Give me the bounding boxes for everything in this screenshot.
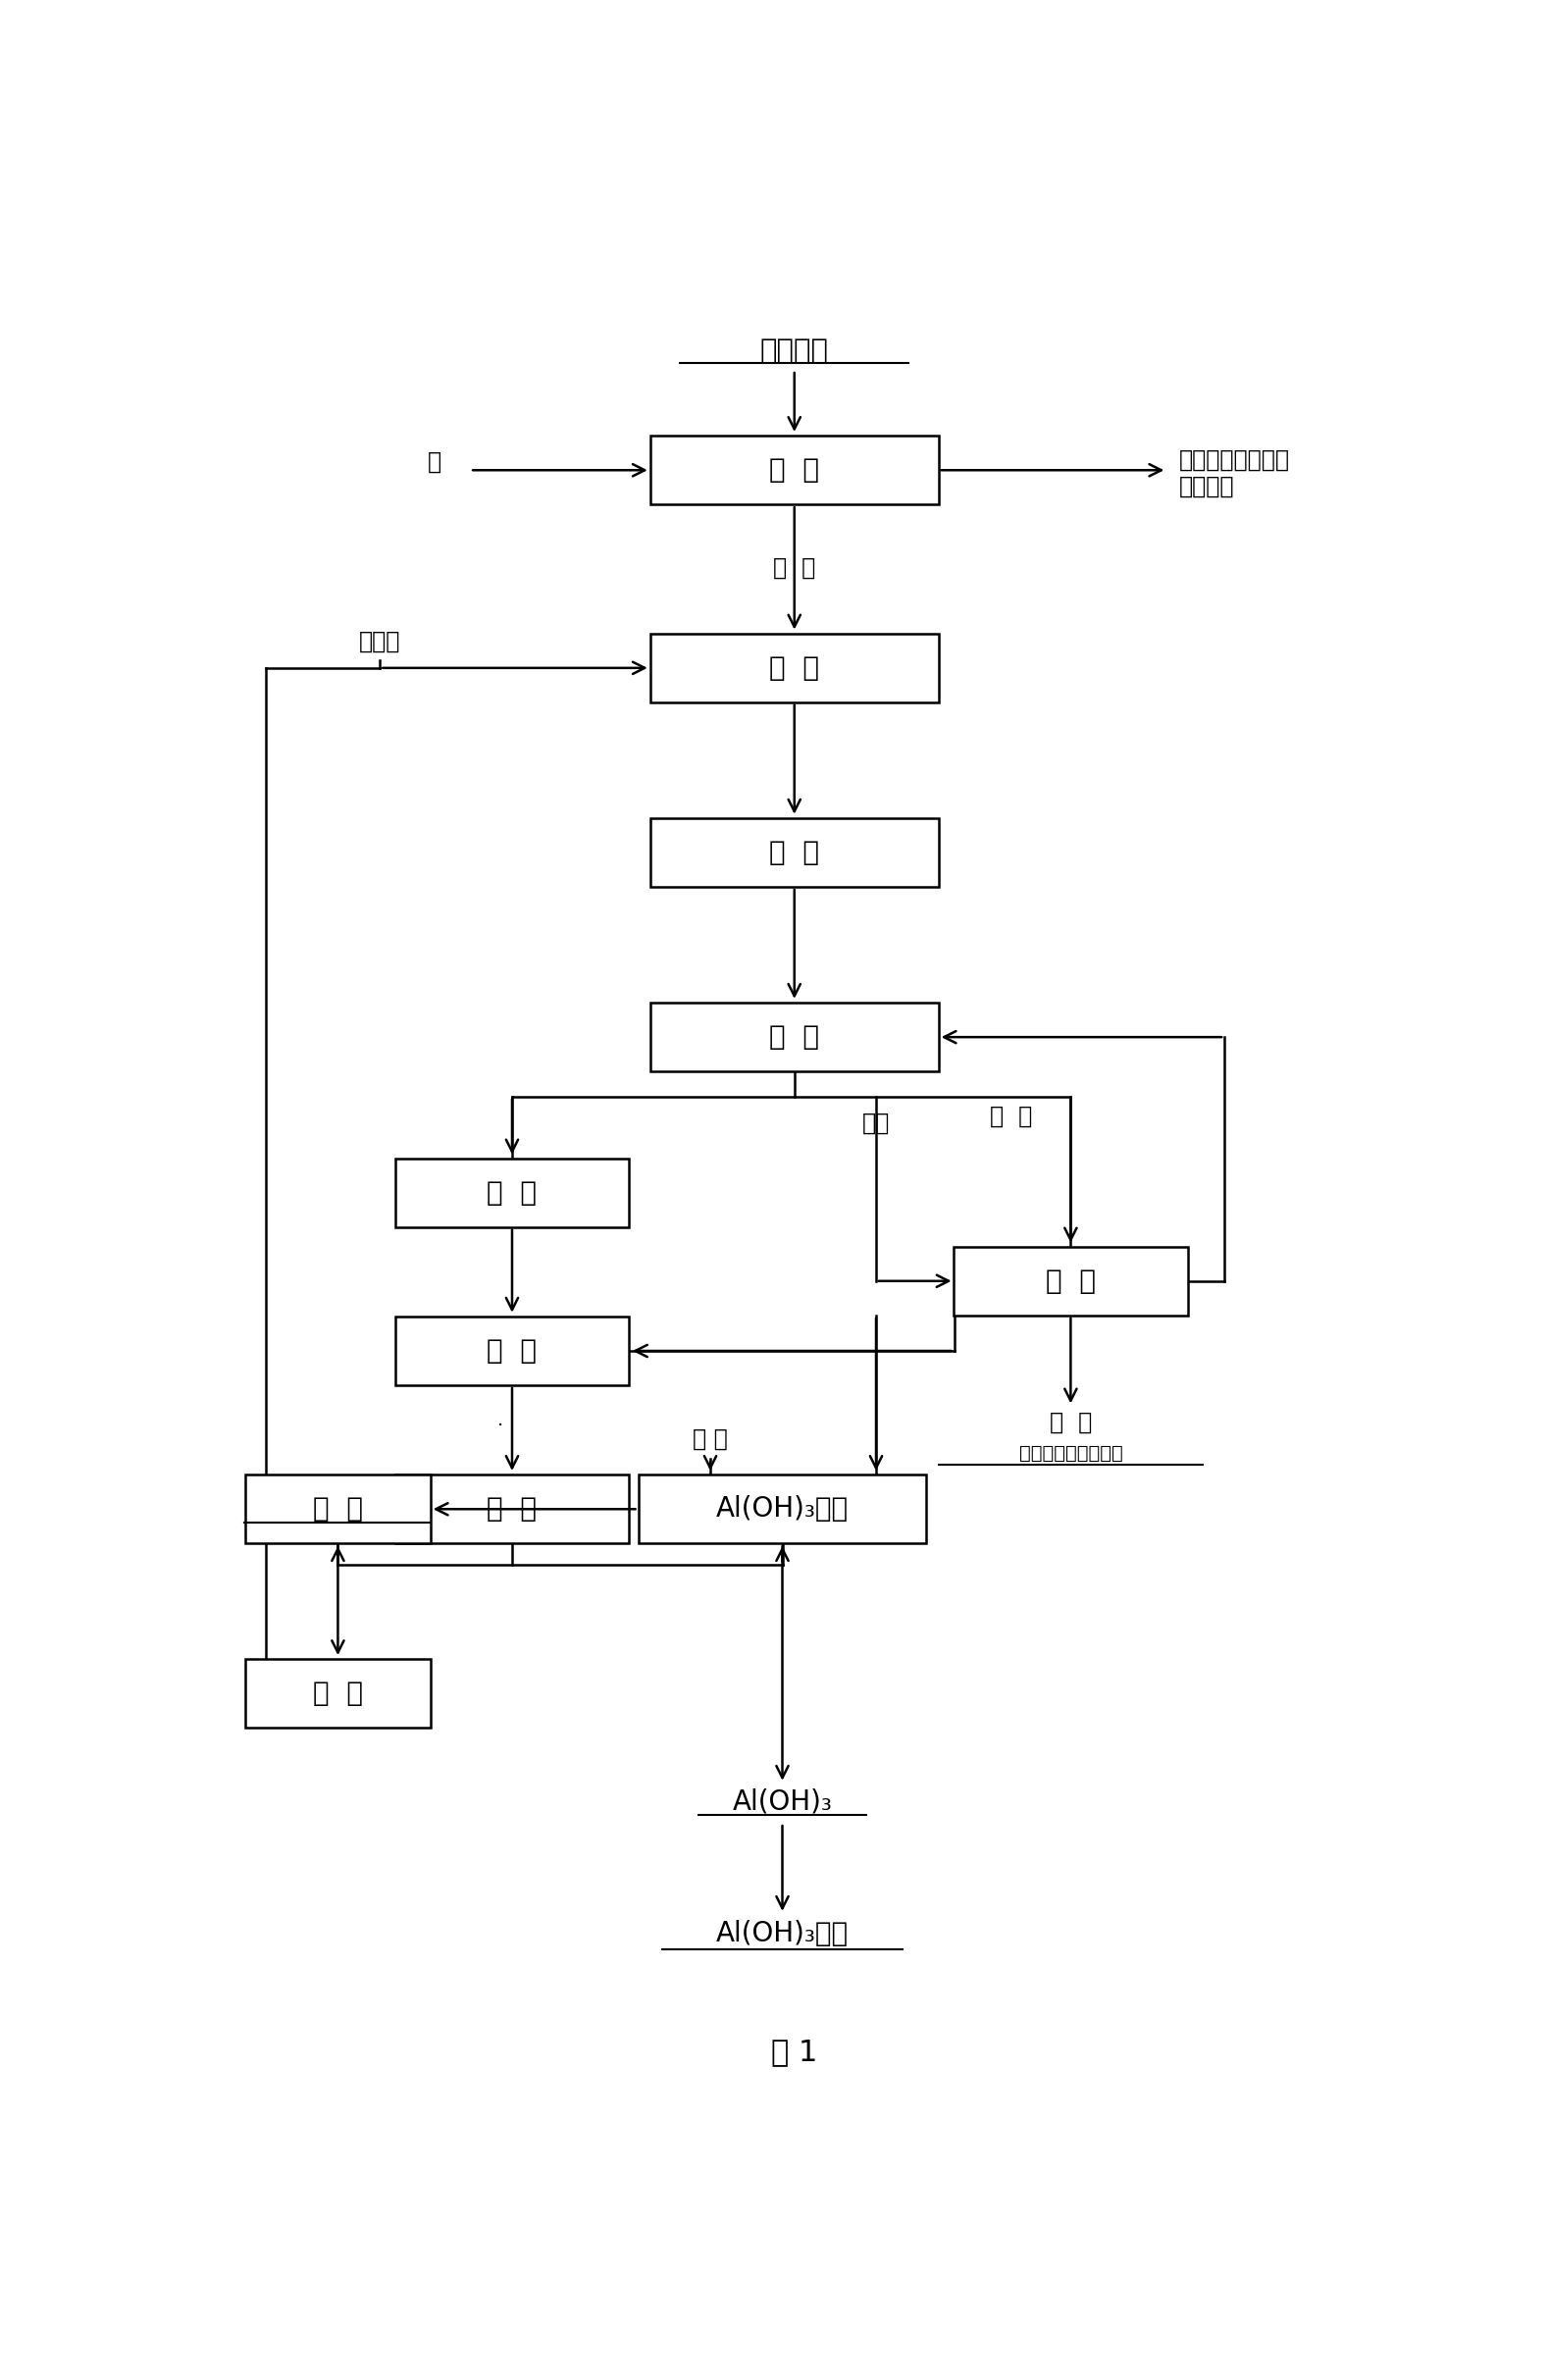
Text: Al(OH)₃洗涤: Al(OH)₃洗涤 (716, 1495, 849, 1523)
Text: Al(OH)₃: Al(OH)₃ (733, 1787, 832, 1816)
Text: 分  解: 分 解 (487, 1338, 538, 1364)
Text: 分  离: 分 离 (769, 1023, 820, 1052)
Text: 热水: 热水 (862, 1111, 890, 1135)
FancyBboxPatch shape (245, 1659, 431, 1728)
Text: Al(OH)₃产品: Al(OH)₃产品 (716, 1921, 849, 1947)
Text: 含铝铬渣: 含铝铬渣 (759, 338, 829, 364)
FancyBboxPatch shape (651, 436, 938, 505)
FancyBboxPatch shape (651, 633, 938, 702)
Text: 图 1: 图 1 (772, 2037, 817, 2066)
FancyBboxPatch shape (953, 1247, 1187, 1316)
Text: 调  配: 调 配 (769, 655, 820, 681)
FancyBboxPatch shape (639, 1476, 927, 1542)
FancyBboxPatch shape (395, 1476, 629, 1542)
Text: 分  离: 分 离 (487, 1495, 538, 1523)
FancyBboxPatch shape (395, 1159, 629, 1228)
Text: 蒸  发: 蒸 发 (313, 1680, 363, 1706)
Text: 弃  渣: 弃 渣 (1049, 1411, 1091, 1433)
FancyBboxPatch shape (245, 1476, 431, 1542)
Text: 洗  涤: 洗 涤 (1046, 1266, 1096, 1295)
Text: 净  化: 净 化 (487, 1178, 538, 1207)
Text: 母  液: 母 液 (313, 1495, 363, 1523)
Text: 苛性碱: 苛性碱 (360, 631, 401, 654)
Text: 残  渣: 残 渣 (989, 1104, 1032, 1128)
Text: 含铬溶液返回铬盐: 含铬溶液返回铬盐 (1178, 447, 1290, 471)
FancyBboxPatch shape (395, 1316, 629, 1385)
Text: 热 水: 热 水 (693, 1428, 728, 1452)
Text: 生产流程: 生产流程 (1178, 474, 1234, 497)
Text: ·: · (498, 1416, 504, 1435)
Text: 除  铬: 除 铬 (769, 457, 820, 483)
Text: 铝  泥: 铝 泥 (773, 557, 815, 578)
Text: （返铬盐生产流程）: （返铬盐生产流程） (1018, 1445, 1122, 1464)
Text: 溶  出: 溶 出 (769, 838, 820, 866)
FancyBboxPatch shape (651, 1002, 938, 1071)
Text: 水: 水 (428, 450, 440, 474)
FancyBboxPatch shape (651, 819, 938, 888)
